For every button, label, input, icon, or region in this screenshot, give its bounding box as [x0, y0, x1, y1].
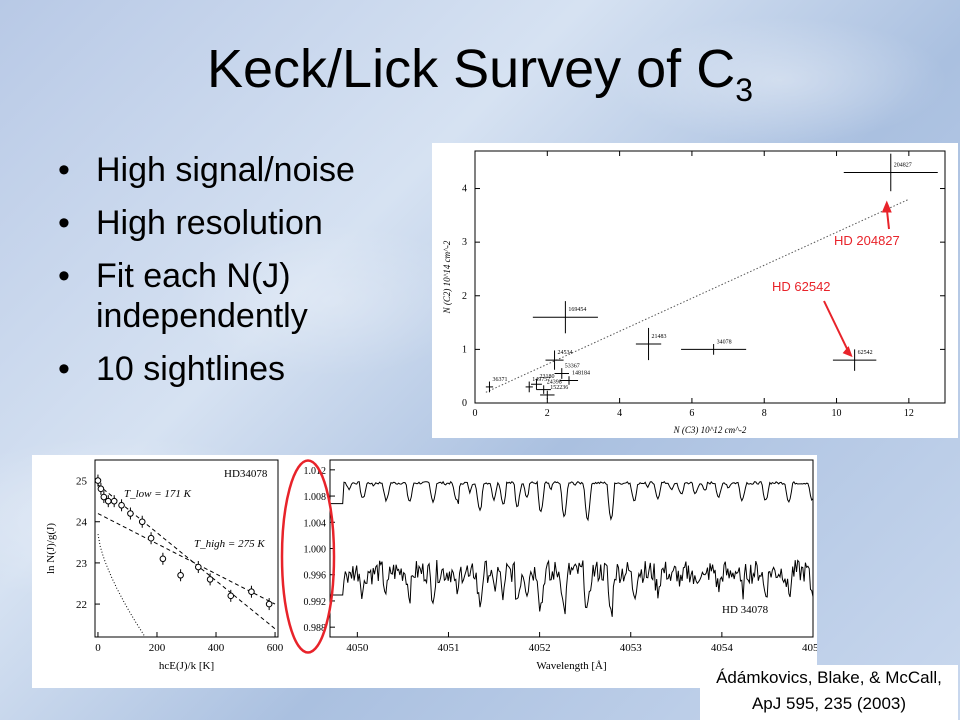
- x-tick-label: 10: [832, 408, 842, 419]
- fit-line-low: [97, 484, 276, 630]
- arrow-head: [842, 346, 853, 358]
- model-spectrum-line: [330, 480, 814, 522]
- y-tick-label: 1: [462, 344, 467, 355]
- sightline-label: HD 34078: [722, 604, 769, 616]
- x-tick-label: 4050: [346, 642, 369, 654]
- data-point: [177, 571, 184, 579]
- annotation-label: HD 62542: [772, 279, 831, 294]
- bullet-item: High resolution: [56, 203, 436, 243]
- x-tick-label: 600: [267, 642, 284, 654]
- x-tick-label: 4051: [437, 642, 459, 654]
- slide-title: Keck/Lick Survey of C3: [207, 39, 753, 108]
- x-tick-label: 4055: [802, 642, 817, 654]
- bullet-item: 10 sightlines: [56, 349, 436, 389]
- data-point: [94, 477, 102, 484]
- point-label: 23180: [539, 374, 554, 380]
- point-label: 204827: [894, 162, 912, 168]
- x-tick-label: 0: [95, 642, 101, 654]
- data-point: [159, 555, 167, 563]
- point-label: 21483: [652, 334, 667, 340]
- point-label: 169454: [568, 307, 586, 313]
- model-curve: [97, 534, 146, 638]
- fit-line-high: [97, 513, 276, 605]
- point-label: 62542: [858, 350, 873, 356]
- x-tick-label: 0: [473, 408, 478, 419]
- y-axis-label: N (C2) 10^14 cm^-2: [442, 240, 452, 314]
- x-tick-label: 4054: [711, 642, 734, 654]
- annotation-label: HD 204827: [834, 233, 900, 248]
- point-label: 149757: [532, 377, 550, 383]
- citation-line: ApJ 595, 235 (2003): [751, 694, 907, 713]
- sightline-label: HD34078: [224, 468, 268, 480]
- point-label: 24534: [558, 350, 573, 356]
- x-axis-label: hcE(J)/k [K]: [159, 660, 214, 672]
- annotation-arrow: [823, 300, 850, 353]
- x-tick-label: 4052: [529, 642, 551, 654]
- y-tick-label: 1.012: [304, 466, 327, 477]
- c3-spectrum-figure: 0 200 400 600 22 23 24 25 hcE(J)/k [K] ln N(J)/g(…: [32, 455, 825, 688]
- data-point: [118, 501, 125, 509]
- x-tick-label: 6: [689, 408, 694, 419]
- y-tick-label: 0.992: [304, 597, 327, 608]
- data-point: [104, 497, 112, 505]
- x-tick-label: 400: [208, 642, 225, 654]
- bullet-item: High signal/noise: [56, 150, 436, 190]
- y-tick-label: 1.000: [304, 545, 327, 556]
- temperature-label: T_high = 275 K: [194, 538, 265, 550]
- x-tick-label: 12: [904, 408, 914, 419]
- x-axis-label: Wavelength [Å]: [536, 660, 606, 672]
- y-tick-label: 24: [76, 517, 88, 529]
- point-label: 152236: [550, 385, 568, 391]
- y-tick-label: 1.008: [304, 492, 327, 503]
- x-axis-label: N (C3) 10^12 cm^-2: [673, 425, 747, 435]
- data-point: [97, 485, 105, 493]
- temperature-label: T_low = 171 K: [124, 488, 192, 500]
- data-point: [206, 576, 214, 583]
- plot-frame: [94, 459, 279, 638]
- point-label: 148184: [572, 370, 590, 376]
- y-tick-label: 1.004: [304, 518, 327, 529]
- c2-vs-c3-scatter-figure: 0 2 4 6 8 10 12 0 1 2 3 4 N (C3) 10^12 cm^-2 N (C2) 1…: [432, 143, 958, 438]
- arrow-head: [881, 200, 892, 213]
- data-point: [248, 588, 255, 596]
- citation: Ádámkovics, Blake, & McCall, ApJ 595, 23…: [700, 665, 958, 720]
- fit-line: [485, 198, 910, 393]
- y-tick-label: 2: [462, 291, 467, 302]
- data-point: [147, 534, 155, 542]
- data-point: [195, 563, 202, 571]
- data-point: [227, 592, 235, 600]
- x-tick-label: 200: [149, 642, 166, 654]
- x-tick-label: 2: [545, 408, 550, 419]
- y-tick-label: 3: [462, 237, 467, 248]
- highlight-ellipse: [280, 459, 336, 654]
- data-point: [127, 510, 134, 517]
- data-point: [110, 497, 118, 505]
- point-label: 24398: [547, 380, 562, 386]
- x-tick-label: 8: [762, 408, 767, 419]
- excitation-and-spectrum-chart: 0 200 400 600 22 23 24 25 hcE(J)/k [K] ln N(J)/g(…: [45, 459, 825, 672]
- y-tick-label: 0.996: [304, 571, 327, 582]
- plot-frame: [474, 150, 946, 404]
- data-point: [100, 493, 108, 501]
- y-tick-label: 4: [462, 184, 467, 195]
- point-label: 36371: [492, 377, 507, 383]
- observed-spectrum-line: [330, 559, 814, 617]
- citation-line: Ádámkovics, Blake, & McCall,: [716, 668, 942, 687]
- bullet-item: Fit each N(J) independently: [56, 256, 436, 336]
- bullet-list: High signal/noise High resolution Fit ea…: [56, 150, 436, 402]
- y-tick-label: 25: [76, 476, 88, 488]
- y-axis-label: ln N(J)/g(J): [45, 523, 57, 574]
- y-tick-label: 22: [76, 599, 87, 611]
- y-tick-label: 23: [76, 558, 88, 570]
- title-subscript: 3: [735, 72, 753, 108]
- x-tick-label: 4: [617, 408, 622, 419]
- point-label: 53367: [565, 364, 580, 370]
- y-tick-label: 0: [462, 398, 467, 409]
- data-point: [138, 518, 146, 526]
- y-tick-label: 0.988: [304, 623, 327, 634]
- point-label: 34078: [717, 339, 732, 345]
- x-tick-label: 4053: [620, 642, 643, 654]
- data-point: [265, 600, 273, 608]
